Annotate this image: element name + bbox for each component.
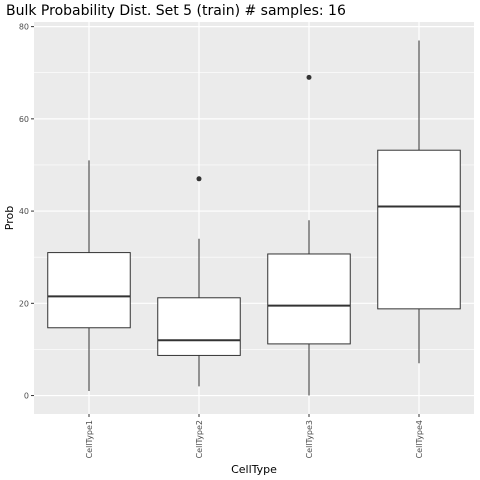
- y-tick-label: 20: [19, 299, 29, 308]
- x-axis-title: CellType: [231, 463, 277, 476]
- x-tick-label: CellType1: [85, 420, 94, 458]
- x-tick-label: CellType4: [415, 420, 424, 458]
- y-tick-label: 60: [19, 115, 29, 124]
- box-celltype4: [377, 40, 461, 364]
- iqr-box: [267, 253, 351, 345]
- y-axis-title: Prob: [3, 206, 16, 230]
- y-tick-label: 0: [24, 392, 29, 401]
- iqr-box: [157, 297, 241, 356]
- iqr-box: [377, 149, 461, 310]
- x-axis: CellType1 CellType2 CellType3 CellType4: [85, 414, 424, 458]
- y-tick-label: 80: [19, 23, 29, 32]
- outlier-point: [306, 74, 312, 80]
- box-celltype2: [157, 176, 241, 387]
- x-tick-label: CellType2: [195, 420, 204, 458]
- box-celltype1: [47, 160, 131, 391]
- box-series: [47, 40, 461, 396]
- y-axis: 0 20 40 60 80: [19, 23, 34, 401]
- outlier-point: [196, 176, 202, 182]
- iqr-box: [47, 252, 131, 329]
- box-celltype3: [267, 74, 351, 396]
- x-tick-label: CellType3: [305, 420, 314, 458]
- y-tick-label: 40: [19, 207, 29, 216]
- chart-title: Bulk Probability Dist. Set 5 (train) # s…: [6, 3, 346, 19]
